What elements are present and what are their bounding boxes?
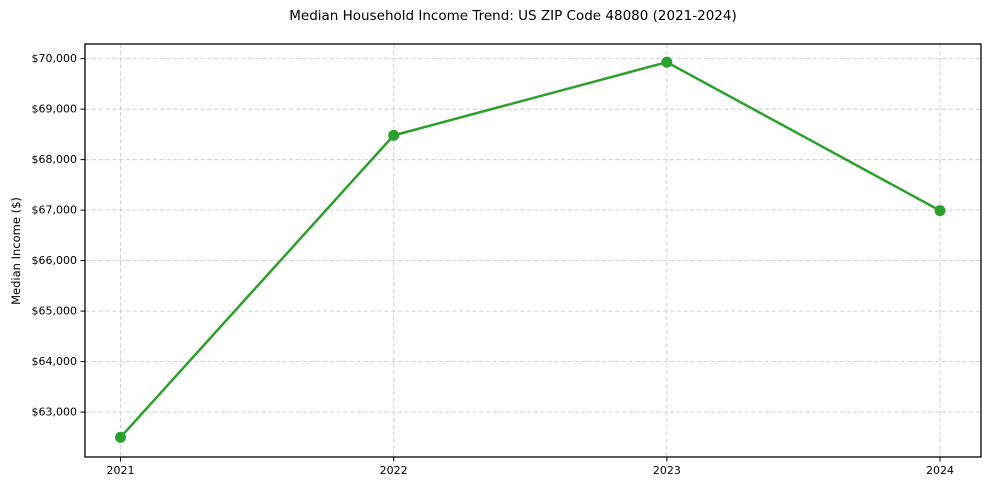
chart-title: Median Household Income Trend: US ZIP Co… [289, 8, 737, 24]
data-point-2021 [115, 431, 127, 443]
y-tick-label: $66,000 [32, 254, 78, 267]
x-tick-label: 2022 [380, 464, 408, 477]
y-tick-label: $63,000 [32, 406, 78, 419]
data-point-2022 [388, 129, 400, 141]
data-point-2024 [934, 205, 946, 217]
x-tick-label: 2021 [107, 464, 135, 477]
y-tick-label: $69,000 [32, 103, 78, 116]
data-point-2023 [661, 56, 673, 68]
y-tick-label: $64,000 [32, 355, 78, 368]
y-tick-label: $65,000 [32, 305, 78, 318]
x-tick-label: 2023 [653, 464, 681, 477]
x-tick-label: 2024 [926, 464, 954, 477]
y-tick-label: $70,000 [32, 52, 78, 65]
trend-line [119, 60, 942, 439]
y-tick-label: $67,000 [32, 204, 78, 217]
plot-border [84, 43, 982, 458]
y-tick-label: $68,000 [32, 153, 78, 166]
